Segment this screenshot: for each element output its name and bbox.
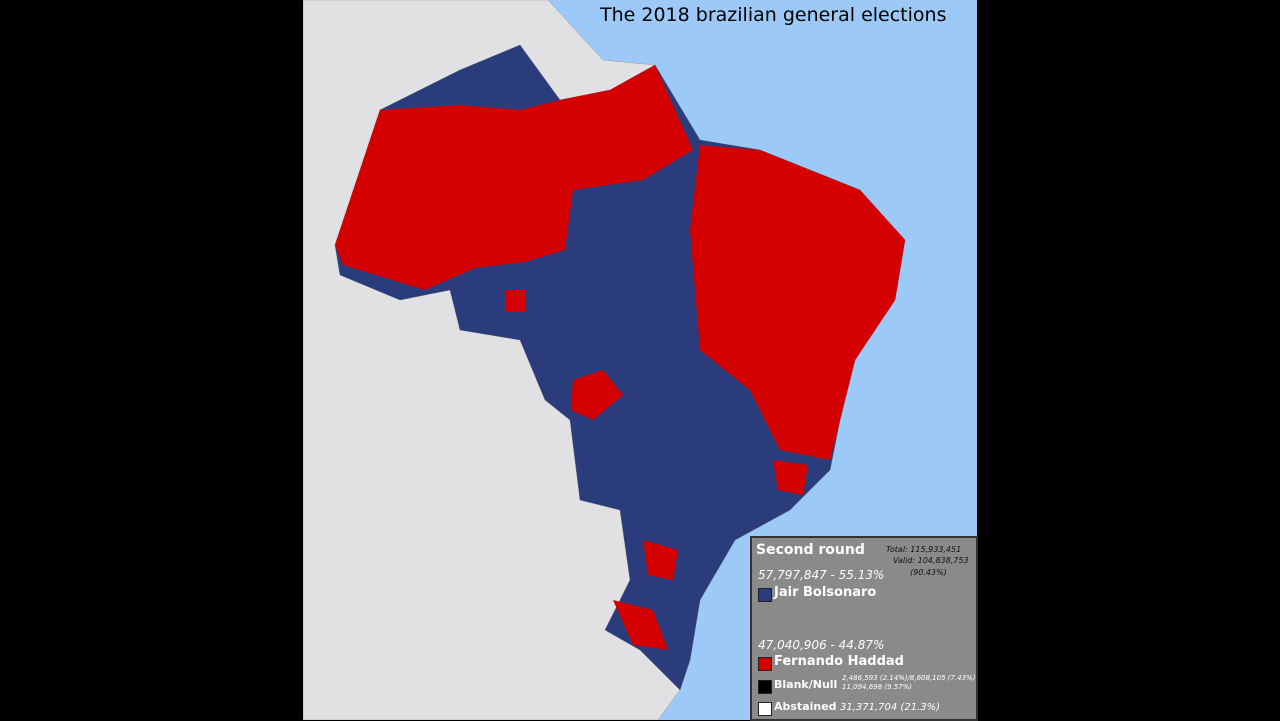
blank-detail: 11,094,698 (9.57%) xyxy=(842,683,913,691)
brazil-red-patch xyxy=(773,460,808,495)
candidate-name: Fernando Haddad xyxy=(774,654,904,669)
brazil-red-north xyxy=(335,65,693,290)
candidate-votes: 47,040,906 - 44.87% xyxy=(758,638,885,652)
brazil-red-northeast xyxy=(690,145,905,460)
legend-swatch xyxy=(758,657,772,671)
brazil-red-patch xyxy=(643,540,678,580)
legend-heading: Second round xyxy=(756,542,865,558)
candidate-name: Jair Bolsonaro xyxy=(774,585,877,600)
map-title: The 2018 brazilian general elections xyxy=(600,4,947,26)
valid-pct: (90.43%) xyxy=(910,568,947,577)
legend-swatch xyxy=(758,702,772,716)
abstained-detail: 31,371,704 (21.3%) xyxy=(840,702,941,713)
legend-swatch xyxy=(758,680,772,694)
legend: Second round Total: 115,933,451 Valid: 1… xyxy=(750,536,978,721)
map xyxy=(303,0,977,720)
legend-swatch xyxy=(758,588,772,602)
blank-label: Blank/Null xyxy=(774,678,838,691)
valid: Valid: 104,838,753 xyxy=(893,556,969,565)
brazil-red-patch xyxy=(613,600,668,650)
brazil-red-patch xyxy=(571,370,623,420)
brazil-red-patch xyxy=(506,290,525,312)
abstained-label: Abstained xyxy=(774,700,837,713)
total: Total: 115,933,451 xyxy=(886,545,962,554)
blank-detail: 2,486,593 (2.14%)/8,608,105 (7.43%) xyxy=(842,674,976,682)
candidate-votes: 57,797,847 - 55.13% xyxy=(758,568,885,582)
